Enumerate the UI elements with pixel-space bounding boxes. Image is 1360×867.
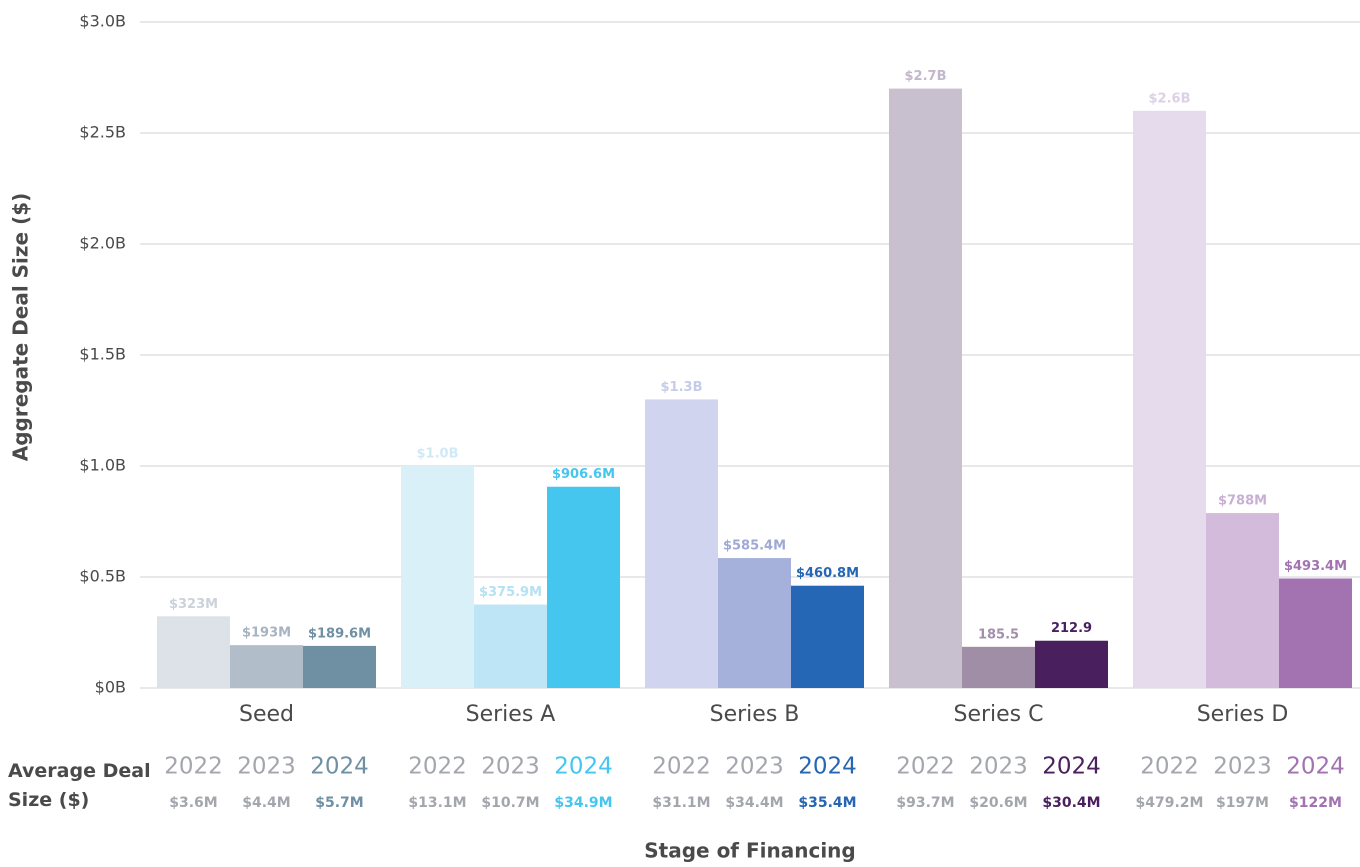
x-axis-title: Stage of Financing [644, 839, 855, 863]
year-label: 2024 [798, 754, 857, 780]
value-label: $193M [242, 626, 291, 641]
bar [401, 466, 474, 688]
year-label: 2022 [652, 754, 711, 780]
avg-label: $34.9M [554, 795, 612, 811]
value-label: $788M [1218, 494, 1267, 509]
year-label: 2024 [554, 754, 613, 780]
bar [1035, 640, 1108, 688]
value-label: $189.6M [308, 626, 371, 641]
value-label: $906.6M [552, 467, 615, 482]
avg-label: $35.4M [798, 795, 856, 811]
bar [889, 88, 962, 689]
bar [303, 645, 376, 688]
year-label: 2023 [969, 754, 1028, 780]
year-label: 2023 [237, 754, 296, 780]
year-label: 2022 [1140, 754, 1199, 780]
y-tick-label: $1.0B [79, 456, 126, 475]
bar [1206, 513, 1279, 688]
avg-label: $479.2M [1136, 795, 1204, 811]
value-label: 185.5 [978, 627, 1019, 642]
bar [718, 558, 791, 688]
y-tick-label: $2.0B [79, 234, 126, 253]
avg-title: Average Deal Size ($) [8, 760, 151, 811]
year-label: 2023 [481, 754, 540, 780]
avg-label: $10.7M [481, 795, 539, 811]
avg-label: $31.1M [652, 795, 710, 811]
x-tick-label: Series A [466, 702, 556, 727]
y-tick-label: $1.5B [79, 345, 126, 364]
value-label: 212.9 [1051, 621, 1092, 636]
y-tick-label: $2.5B [79, 123, 126, 142]
year-label: 2022 [896, 754, 955, 780]
avg-label: $3.6M [169, 795, 217, 811]
avg-label: $30.4M [1042, 795, 1100, 811]
bar [474, 604, 547, 688]
avg-label: $5.7M [315, 795, 363, 811]
year-label: 2022 [408, 754, 467, 780]
year-label: 2024 [1042, 754, 1101, 780]
bar [962, 646, 1035, 688]
value-label: $2.7B [905, 69, 947, 84]
year-label: 2023 [725, 754, 784, 780]
x-tick-label: Series D [1197, 702, 1289, 727]
y-tick-label: $3.0B [79, 12, 126, 31]
year-label: 2024 [310, 754, 369, 780]
bar [645, 399, 718, 688]
avg-label: $13.1M [408, 795, 466, 811]
bar [1133, 110, 1206, 689]
y-tick-label: $0B [95, 678, 126, 697]
avg-label: $93.7M [896, 795, 954, 811]
bar [1279, 578, 1352, 688]
year-label: 2024 [1286, 754, 1345, 780]
value-label: $493.4M [1284, 559, 1347, 574]
x-tick-label: Series B [710, 702, 800, 727]
value-label: $323M [169, 597, 218, 612]
value-label: $375.9M [479, 585, 542, 600]
avg-label: $4.4M [242, 795, 290, 811]
x-tick-label: Seed [239, 702, 294, 727]
value-label: $1.3B [661, 380, 703, 395]
y-tick-label: $0.5B [79, 567, 126, 586]
value-label: $585.4M [723, 539, 786, 554]
bar [157, 616, 230, 688]
avg-label: $34.4M [725, 795, 783, 811]
avg-label: $20.6M [969, 795, 1027, 811]
value-label: $460.8M [796, 566, 859, 581]
avg-label: $197M [1216, 795, 1269, 811]
year-label: 2022 [164, 754, 223, 780]
bar [230, 645, 303, 688]
bar [547, 486, 620, 688]
year-label: 2023 [1213, 754, 1272, 780]
value-label: $1.0B [417, 447, 459, 462]
avg-label: $122M [1289, 795, 1342, 811]
y-axis-title: Aggregate Deal Size ($) [9, 193, 33, 462]
bar [791, 585, 864, 688]
value-label: $2.6B [1149, 91, 1191, 106]
x-tick-label: Series C [953, 702, 1043, 727]
